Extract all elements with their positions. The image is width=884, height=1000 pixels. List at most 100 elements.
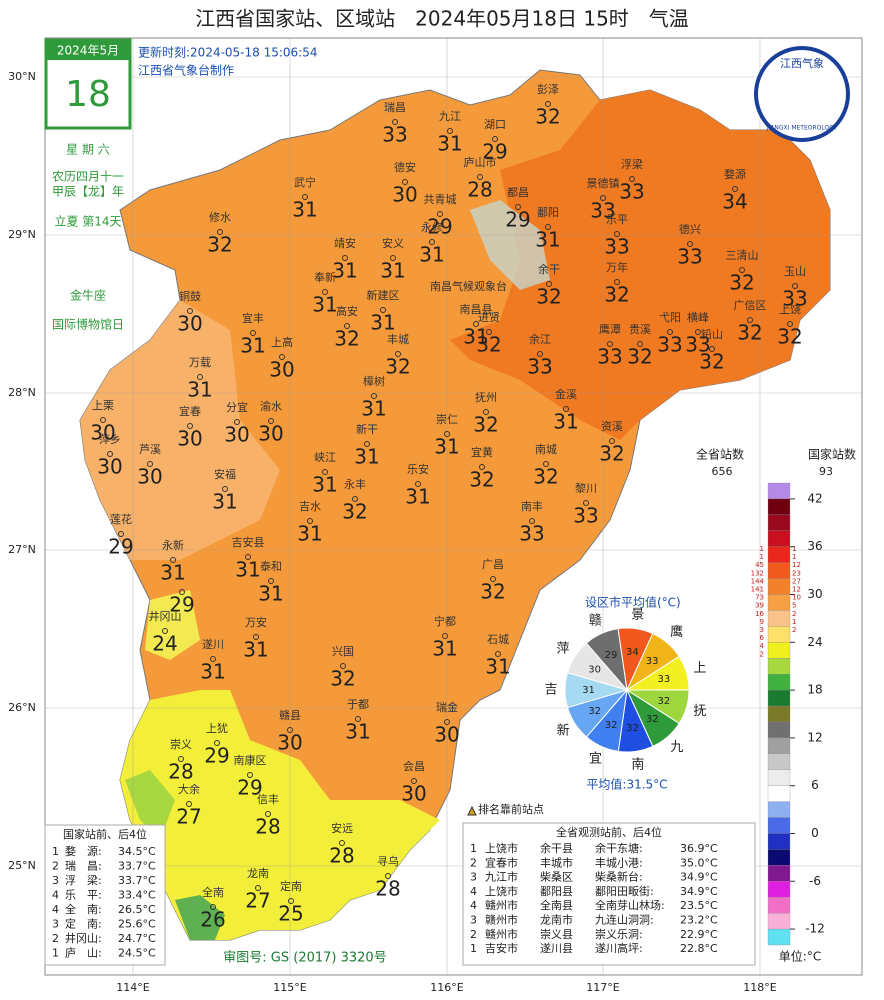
pie-label: 新	[557, 723, 570, 739]
scale-swatch	[767, 578, 791, 595]
station-name: 瑞金	[436, 700, 458, 714]
station-value: 30	[177, 427, 202, 451]
lon-label: 115°E	[273, 981, 306, 994]
station-dot	[380, 307, 386, 313]
station-value: 31	[160, 561, 185, 585]
scale-swatch	[767, 514, 791, 531]
national-count: 93	[819, 465, 833, 478]
station-value: 32	[627, 345, 652, 369]
scale-swatch	[767, 658, 791, 675]
station-name: 景德镇	[587, 176, 620, 190]
national-table	[44, 824, 166, 966]
station-name: 分宜	[226, 400, 248, 414]
national-bin-count: 27	[792, 577, 801, 585]
station-dot	[210, 656, 216, 662]
station-value: 31	[200, 660, 225, 684]
pie-label: 宜	[589, 752, 602, 767]
station-name: 乐平	[606, 213, 628, 226]
station-dot	[364, 441, 370, 447]
station-value: 30	[392, 183, 417, 207]
station-name: 德安	[394, 160, 416, 174]
station-name: 乐安	[407, 462, 429, 476]
national-bin-count: 23	[792, 569, 801, 577]
scale-swatch	[767, 674, 791, 691]
pie-value: 33	[657, 674, 670, 685]
lon-label: 114°E	[116, 981, 149, 994]
calendar-month: 2024年5月	[57, 44, 119, 58]
lunar-year: 甲辰【龙】年	[52, 185, 124, 199]
lat-label: 28°N	[8, 386, 36, 399]
station-name: 大余	[178, 782, 200, 796]
station-name: 万年	[606, 260, 628, 274]
station-value: 30	[269, 358, 294, 382]
station-dot	[545, 101, 551, 107]
table-cell: 赣州市	[485, 927, 518, 941]
scale-label: 36	[807, 539, 822, 553]
station-dot	[411, 778, 417, 784]
table-cell: 34.9°C	[680, 885, 718, 898]
station-value: 30	[177, 312, 202, 336]
station-name: 会昌	[403, 760, 425, 773]
station-value: 31	[312, 473, 337, 497]
lat-label: 25°N	[8, 859, 36, 872]
station-value: 31	[212, 490, 237, 514]
station-value: 28	[375, 877, 400, 901]
station-name: 寻乌	[377, 854, 399, 868]
station-value: 31	[432, 637, 457, 661]
station-name: 都昌	[507, 186, 529, 199]
table-cell: 全 南:	[65, 902, 102, 916]
table-cell: 九连山洞洞:	[595, 914, 654, 927]
station-dot	[395, 351, 401, 357]
station-name: 安福	[214, 467, 236, 481]
station-dot	[486, 329, 492, 335]
station-dot	[629, 176, 635, 182]
national-bin-count: 1	[792, 618, 796, 626]
national-bin-count: 10	[792, 594, 801, 602]
station-value: 29	[482, 140, 507, 164]
station-value: 30	[97, 455, 122, 479]
station-value: 28	[168, 760, 193, 784]
lat-label: 30°N	[8, 70, 36, 83]
station-name: 宜黄	[471, 445, 493, 459]
station-dot	[545, 224, 551, 230]
station-value: 26	[200, 908, 225, 932]
station-name: 南昌县	[460, 303, 493, 316]
total-bin-count: 4	[760, 642, 765, 650]
scale-swatch	[767, 801, 791, 818]
station-value: 30	[277, 731, 302, 755]
station-value: 33	[382, 123, 407, 147]
station-name: 南丰	[521, 500, 543, 513]
station-name: 铜鼓	[179, 289, 201, 303]
station-value: 31	[553, 410, 578, 434]
scale-label: 6	[811, 778, 819, 792]
station-name: 安义	[382, 236, 404, 250]
station-dot	[667, 329, 673, 335]
national-bin-count: 2	[792, 610, 796, 618]
station-value: 29	[108, 535, 133, 559]
station-value: 32	[480, 580, 505, 604]
scale-swatch	[767, 769, 791, 786]
station-dot	[255, 885, 261, 891]
station-dot	[162, 628, 168, 634]
table-cell: 瑞 昌:	[65, 859, 102, 873]
station-name: 横峰	[687, 310, 709, 324]
station-value: 30	[401, 782, 426, 806]
scale-swatch	[767, 865, 791, 882]
table-cell: 1	[470, 842, 477, 855]
table-cell: 庐 山:	[65, 946, 102, 960]
station-dot	[792, 283, 798, 289]
station-dot	[614, 279, 620, 285]
total-label: 全省站数	[696, 447, 744, 462]
station-value: 28	[329, 844, 354, 868]
national-bin-count: 5	[792, 602, 796, 610]
scale-swatch	[767, 610, 791, 627]
scale-swatch	[767, 737, 791, 754]
station-value: 32	[342, 500, 367, 524]
weekday: 星 期 六	[66, 143, 110, 157]
logo-bottom: JIANGXI METEOROLOGY	[766, 125, 838, 132]
station-dot	[563, 406, 569, 412]
station-dot	[214, 740, 220, 746]
table-cell: 4	[470, 885, 477, 898]
station-dot	[473, 321, 479, 327]
station-dot	[444, 719, 450, 725]
